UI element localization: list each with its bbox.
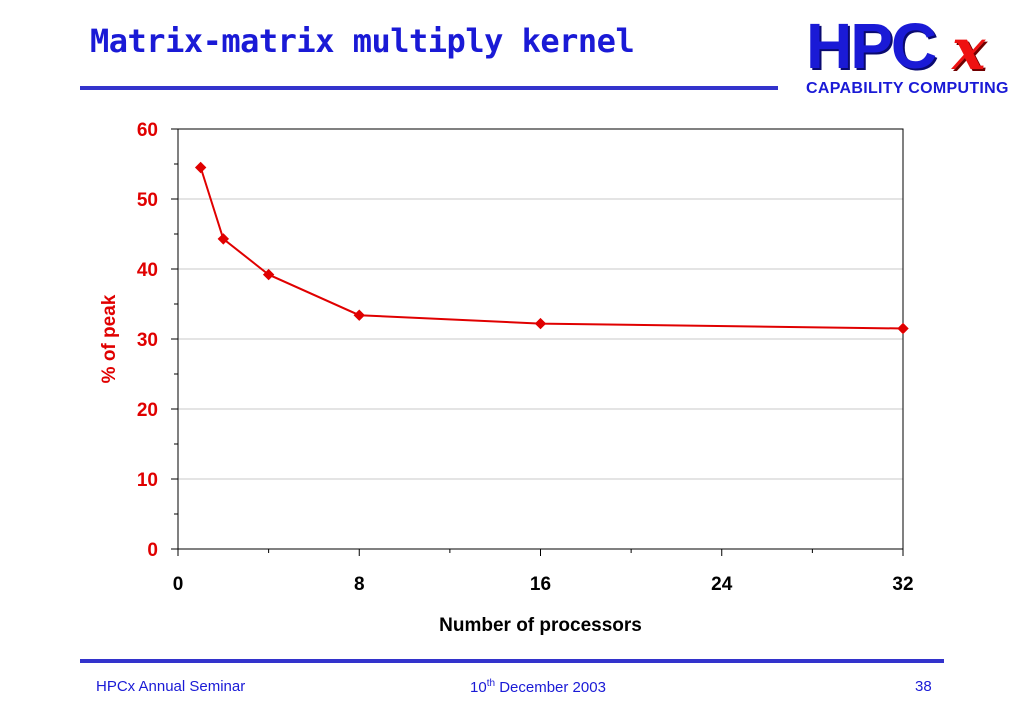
data-point-marker xyxy=(897,322,909,335)
x-tick-label: 32 xyxy=(892,574,913,595)
y-tick-label: 30 xyxy=(137,330,158,351)
data-point-marker xyxy=(194,161,207,174)
slide-title: Matrix-matrix multiply kernel xyxy=(90,22,635,60)
y-axis-ticks: 0 10 20 30 40 50 60 xyxy=(137,120,178,561)
data-point-marker xyxy=(353,309,365,321)
y-tick-label: 50 xyxy=(137,190,158,211)
chart-series xyxy=(194,161,909,335)
x-tick-label: 8 xyxy=(354,574,365,595)
y-tick-label: 40 xyxy=(137,260,158,281)
y-tick-label: 0 xyxy=(147,540,158,561)
x-tick-label: 0 xyxy=(173,574,184,595)
chart-gridlines xyxy=(178,198,903,480)
footer-date-suffix: th xyxy=(486,678,496,689)
chart-minor-ticks xyxy=(174,163,813,553)
x-axis-label: Number of processors xyxy=(439,615,642,636)
data-point-marker xyxy=(262,268,275,281)
footer-date: 10th December 2003 xyxy=(470,678,606,696)
footer-date-rest: December 2003 xyxy=(495,679,606,696)
logo-subtitle: CAPABILITY COMPUTING xyxy=(806,80,1009,97)
footer-event: HPCx Annual Seminar xyxy=(96,678,246,695)
data-point-marker xyxy=(217,233,230,245)
footer-date-day: 10 xyxy=(470,679,487,696)
y-axis-label: % of peak xyxy=(99,294,120,383)
logo-main-text: HPC xyxy=(806,10,937,82)
y-tick-label: 20 xyxy=(137,400,158,421)
x-tick-label: 16 xyxy=(530,574,551,595)
title-divider xyxy=(80,86,778,90)
y-tick-label: 60 xyxy=(137,120,158,141)
series-line xyxy=(199,167,904,330)
footer-divider xyxy=(80,659,944,663)
y-tick-label: 10 xyxy=(137,470,158,491)
logo-x-mark: x xyxy=(952,17,986,83)
footer-page-number: 38 xyxy=(915,678,932,695)
data-point-marker xyxy=(534,317,547,330)
hpcx-logo: HPC x CAPABILITY COMPUTING xyxy=(804,14,1010,100)
x-tick-label: 24 xyxy=(711,574,733,595)
x-axis-ticks: 0 8 16 24 32 xyxy=(173,549,914,595)
